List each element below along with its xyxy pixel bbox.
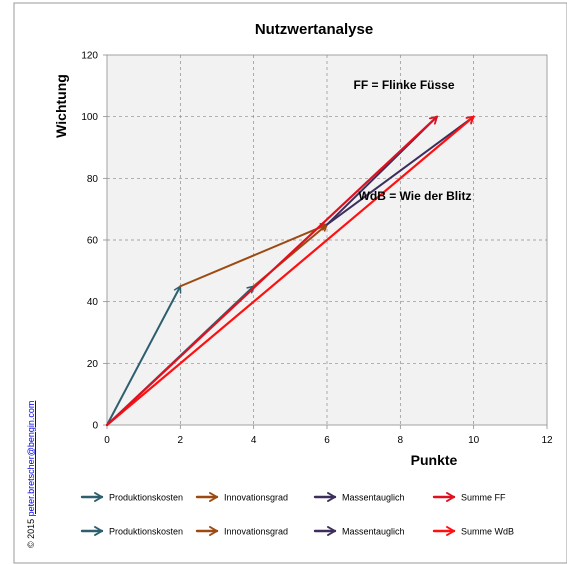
series-arrow-summe-wdb-wdb (105, 115, 475, 427)
series-arrow-summe-ff-ff (105, 115, 439, 427)
y-tick-labels: 0 20 40 60 80 100 120 (81, 51, 107, 432)
legend: Produktionskosten Innovationsgrad Massenta… (80, 492, 514, 537)
y-tick-label: 20 (87, 359, 99, 370)
series-arrows (105, 115, 475, 427)
x-axis-label: Punkte (411, 452, 458, 468)
x-tick-label: 10 (468, 435, 480, 446)
legend-label: Massentauglich (342, 527, 405, 537)
legend-label: Innovationsgrad (224, 493, 288, 503)
y-tick-label: 60 (87, 236, 99, 247)
y-axis-label: Wichtung (53, 74, 69, 138)
annotations: FF = Flinke Füsse WdB = Wie der Blitz (353, 78, 471, 203)
annotation-label: WdB = Wie der Blitz (359, 189, 472, 203)
legend-label: Summe FF (461, 493, 506, 503)
legend-label: Massentauglich (342, 493, 405, 503)
series-arrow-innovationsgrad-ff (179, 223, 328, 288)
y-tick-label: 40 (87, 297, 99, 308)
copyright-prefix: © 2015 (26, 516, 36, 548)
legend-label: Summe WdB (461, 527, 514, 537)
y-tick-label: 120 (81, 51, 98, 62)
x-tick-label: 12 (541, 435, 553, 446)
legend-label: Produktionskosten (109, 493, 183, 503)
x-tick-label: 4 (251, 435, 257, 446)
legend-label: Produktionskosten (109, 527, 183, 537)
series-arrow-massentauglich-wdb (326, 115, 475, 226)
x-tick-labels: 0 2 4 6 8 10 12 (104, 425, 553, 446)
series-arrow-produktionskosten-ff (106, 285, 182, 426)
chart-title: Nutzwertanalyse (255, 21, 373, 38)
copyright-note: © 2015 peter.bretscher@bengin.com (26, 348, 36, 548)
y-tick-label: 100 (81, 112, 98, 123)
email-link[interactable]: peter.bretscher@bengin.com (26, 400, 36, 517)
annotation-label: FF = Flinke Füsse (353, 78, 454, 92)
legend-label: Innovationsgrad (224, 527, 288, 537)
x-tick-label: 0 (104, 435, 110, 446)
y-tick-label: 0 (92, 421, 98, 432)
x-tick-label: 6 (324, 435, 330, 446)
x-tick-label: 8 (398, 435, 404, 446)
y-tick-label: 80 (87, 174, 99, 185)
x-tick-label: 2 (178, 435, 184, 446)
